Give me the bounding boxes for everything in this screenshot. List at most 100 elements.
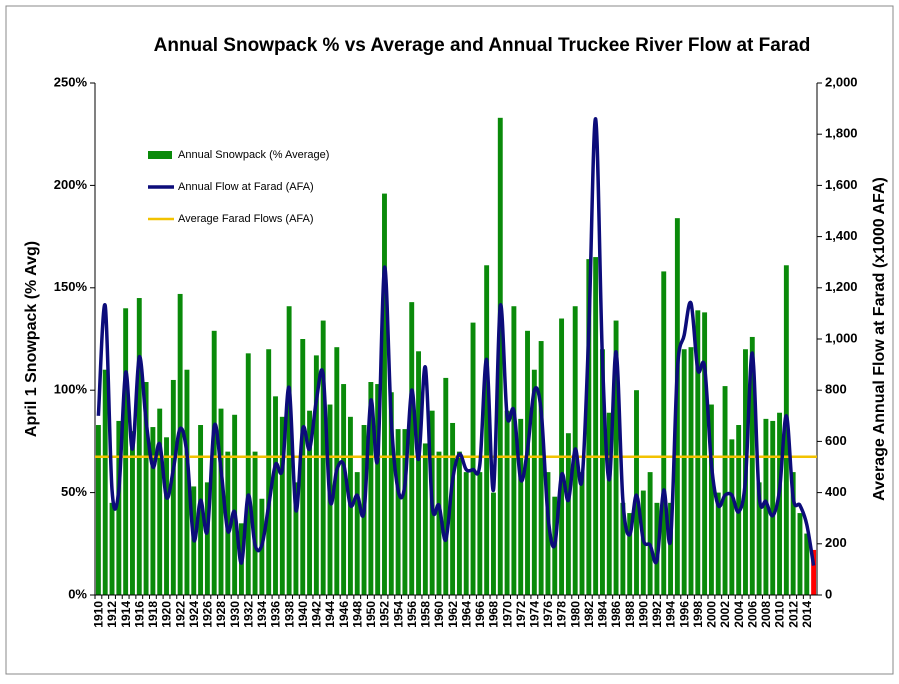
bar: [211, 330, 217, 595]
bar: [729, 439, 735, 595]
bar: [279, 416, 285, 595]
x-tick-label: 1954: [391, 601, 405, 628]
legend-label: Annual Snowpack (% Average): [178, 149, 329, 161]
x-tick-label: 1922: [173, 601, 187, 628]
bar: [647, 472, 653, 595]
bar: [749, 336, 755, 595]
bar: [579, 472, 585, 595]
bar: [218, 408, 224, 595]
bar: [136, 298, 142, 595]
bar: [525, 330, 530, 595]
x-tick-label: 1972: [514, 601, 528, 628]
bar: [565, 433, 571, 595]
y2-tick-label: 400: [825, 484, 847, 499]
bar: [491, 492, 496, 595]
x-tick-label: 1952: [378, 601, 392, 628]
x-tick-label: 1960: [432, 601, 446, 628]
bar: [157, 408, 163, 595]
bar: [497, 117, 503, 595]
bar: [797, 513, 803, 595]
y-tick-label: 150%: [54, 279, 88, 294]
bar: [811, 549, 817, 595]
y-tick-label: 200%: [54, 177, 88, 192]
y2-tick-label: 1,400: [825, 228, 858, 243]
y-tick-label: 100%: [54, 382, 88, 397]
x-tick-label: 1994: [664, 601, 678, 628]
bar: [695, 310, 701, 595]
bar: [770, 420, 776, 595]
bar: [470, 322, 476, 595]
x-tick-label: 1944: [323, 601, 337, 628]
bar: [708, 404, 714, 595]
bar: [252, 451, 258, 595]
x-tick-label: 1942: [310, 601, 324, 628]
x-tick-label: 1956: [405, 601, 419, 628]
x-tick-label: 1968: [487, 601, 501, 628]
x-tick-label: 1992: [650, 601, 664, 628]
x-tick-label: 1916: [132, 601, 146, 628]
x-tick-label: 2012: [786, 601, 800, 628]
x-tick-label: 1910: [92, 601, 106, 628]
bar: [422, 443, 428, 595]
bar: [388, 392, 394, 595]
bar: [804, 533, 810, 595]
x-tick-label: 1958: [419, 601, 433, 628]
y2-tick-label: 800: [825, 382, 847, 397]
x-tick-label: 1962: [446, 601, 460, 628]
bar: [606, 412, 612, 595]
x-tick-label: 1940: [296, 601, 310, 628]
x-tick-label: 1970: [500, 601, 514, 628]
bar: [593, 257, 599, 595]
x-tick-label: 1996: [677, 601, 691, 628]
y2-tick-label: 1,800: [825, 126, 858, 141]
bar: [688, 347, 694, 595]
x-tick-label: 1924: [187, 601, 201, 628]
x-tick-label: 1984: [596, 601, 610, 628]
bar: [300, 339, 306, 595]
y2-tick-label: 1,200: [825, 279, 858, 294]
bar: [511, 306, 517, 595]
bar: [116, 420, 122, 595]
legend-label: Annual Flow at Farad (AFA): [178, 181, 314, 193]
bar: [341, 384, 347, 595]
bar: [763, 418, 769, 595]
x-tick-label: 1990: [636, 601, 650, 628]
x-tick-label: 1980: [568, 601, 582, 628]
bar: [756, 482, 762, 595]
x-tick-label: 1974: [528, 601, 542, 628]
x-tick-label: 2008: [759, 601, 773, 628]
bar: [375, 384, 381, 595]
bar: [450, 422, 456, 595]
y-axis-title: April 1 Snowpack (% Avg): [23, 241, 40, 437]
bar: [409, 302, 415, 595]
bar: [443, 377, 449, 595]
bar: [245, 353, 251, 595]
bar: [477, 472, 483, 595]
bar: [313, 355, 319, 595]
bar: [599, 349, 605, 595]
bar: [484, 265, 490, 595]
bar: [123, 308, 129, 595]
x-tick-label: 1930: [228, 601, 242, 628]
legend-swatch: [148, 151, 172, 159]
bar: [143, 382, 149, 595]
bar: [634, 390, 639, 595]
x-tick-label: 1978: [555, 601, 569, 628]
bar: [702, 312, 708, 595]
x-tick-label: 1938: [282, 601, 296, 628]
bar: [109, 502, 115, 595]
y2-tick-label: 200: [825, 535, 847, 550]
x-tick-label: 1998: [691, 601, 705, 628]
bar: [354, 472, 360, 595]
x-tick-label: 1986: [609, 601, 623, 628]
x-tick-label: 1934: [255, 601, 269, 628]
chart-title: Annual Snowpack % vs Average and Annual …: [154, 35, 811, 56]
bar: [130, 431, 135, 595]
x-tick-label: 2000: [705, 601, 719, 628]
bar: [416, 351, 421, 595]
bar: [198, 425, 204, 595]
bar: [232, 414, 238, 595]
legend-label: Average Farad Flows (AFA): [178, 213, 314, 225]
bar: [102, 369, 108, 595]
